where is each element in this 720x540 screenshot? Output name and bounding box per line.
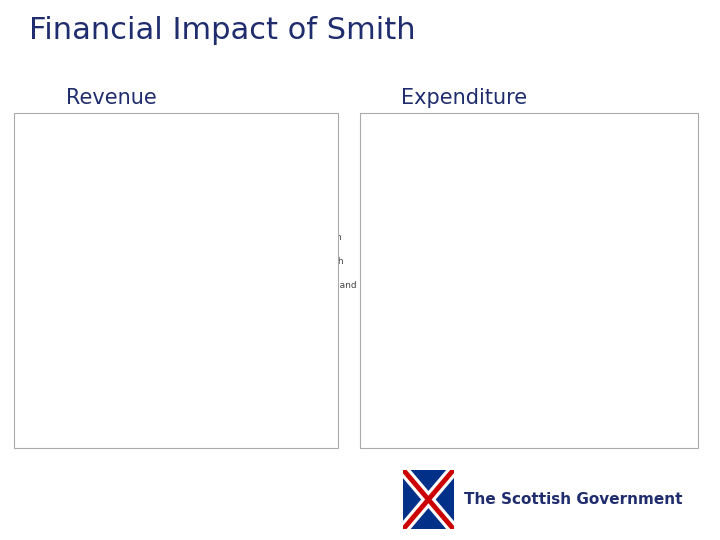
- Text: 8.8%: 8.8%: [45, 281, 70, 291]
- Wedge shape: [68, 203, 112, 281]
- Legend: Devolved under Smith
Commission, Currently devolved, Reserved: Devolved under Smith Commission, Current…: [575, 254, 691, 308]
- Text: 7.2%: 7.2%: [55, 307, 79, 316]
- Text: The Scottish Government: The Scottish Government: [464, 492, 683, 507]
- Text: 3.8%: 3.8%: [438, 224, 463, 233]
- Text: Revenue: Revenue: [66, 88, 157, 108]
- Text: Financial Impact of Smith: Financial Impact of Smith: [29, 16, 415, 45]
- Wedge shape: [379, 205, 521, 359]
- Wedge shape: [40, 281, 112, 338]
- Text: 61.5%: 61.5%: [398, 306, 429, 316]
- Legend: Assigned under Smith
Commission, Devolved under Smith
Commission, Devolved under: Assigned under Smith Commission, Devolve…: [229, 231, 359, 330]
- Wedge shape: [59, 203, 189, 359]
- Wedge shape: [34, 267, 112, 309]
- Wedge shape: [35, 216, 112, 281]
- Wedge shape: [438, 203, 457, 281]
- Text: 12.9%: 12.9%: [51, 246, 81, 256]
- Text: Expenditure: Expenditure: [401, 88, 528, 108]
- Wedge shape: [457, 203, 535, 325]
- Text: 61.8%: 61.8%: [147, 295, 178, 306]
- Text: 9.3%: 9.3%: [84, 224, 108, 234]
- Text: 34.7%: 34.7%: [489, 251, 519, 261]
